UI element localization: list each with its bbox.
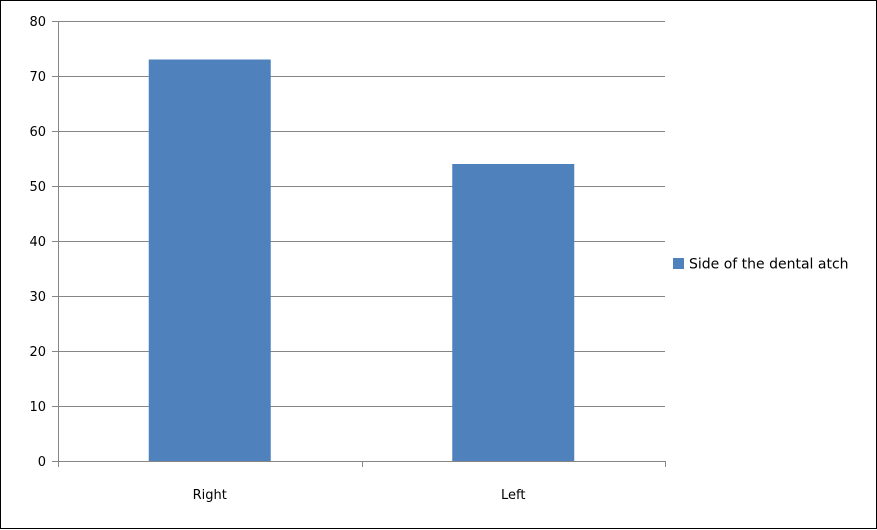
y-tick-label: 70	[29, 70, 46, 85]
y-tick-label: 20	[29, 345, 46, 360]
y-tick-label: 50	[29, 180, 46, 195]
y-axis-tick-labels: 0 10 20 30 40 50 60 70 80	[29, 15, 46, 470]
y-tick-label: 10	[29, 400, 46, 415]
y-tick-label: 0	[38, 455, 46, 470]
y-tick-label: 60	[29, 125, 46, 140]
bar-right	[148, 59, 271, 461]
y-tick-label: 80	[29, 15, 46, 30]
x-tick-label-left: Left	[501, 488, 525, 503]
legend: Side of the dental atch	[673, 257, 849, 273]
y-tick-label: 30	[29, 290, 46, 305]
y-tick-label: 40	[29, 235, 46, 250]
legend-label: Side of the dental atch	[689, 257, 849, 273]
legend-swatch	[673, 258, 684, 269]
x-axis	[58, 21, 666, 467]
bars	[148, 59, 575, 461]
bar-left	[452, 164, 575, 461]
x-axis-tick-labels: Right Left	[193, 488, 526, 503]
x-tick-label-right: Right	[193, 488, 227, 503]
